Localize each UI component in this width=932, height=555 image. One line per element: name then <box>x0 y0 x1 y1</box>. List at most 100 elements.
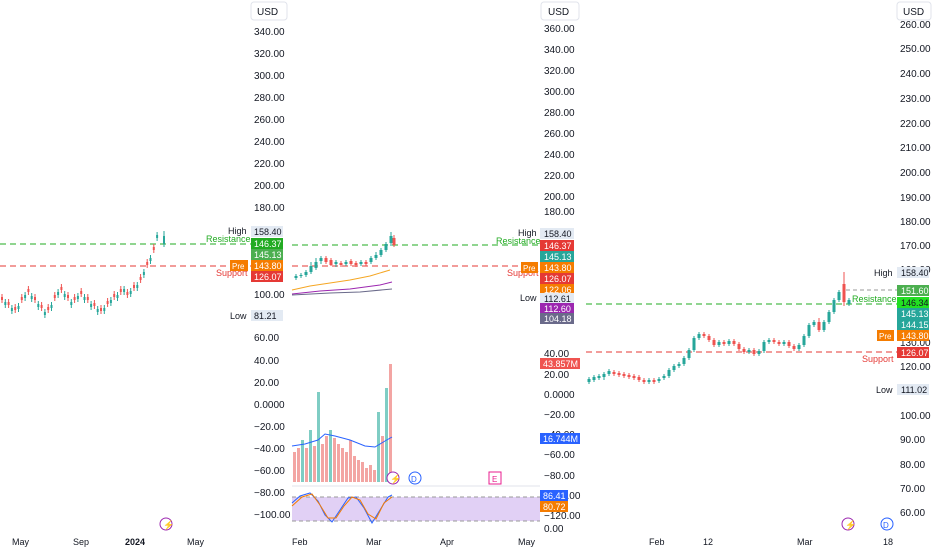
candle <box>722 340 726 346</box>
candle <box>329 258 333 266</box>
svg-text:146.34: 146.34 <box>901 298 929 308</box>
candle <box>324 256 328 264</box>
prev-close-badge: 151.60 <box>897 285 929 296</box>
volume-bar <box>377 412 380 482</box>
price-tick-label: 0.0000 <box>254 400 285 411</box>
open-price-badge: 144.15 <box>897 319 929 330</box>
candle <box>50 302 53 311</box>
svg-text:E: E <box>492 475 497 484</box>
candle <box>146 259 149 268</box>
volume-bar <box>357 460 360 482</box>
ma-price-badge: 122.06 <box>540 284 574 295</box>
volume-bar <box>317 392 320 482</box>
support-price-badge: 126.07 <box>251 271 283 282</box>
candle <box>687 348 691 360</box>
candle <box>727 339 731 346</box>
candle <box>17 303 20 312</box>
svg-text:126.07: 126.07 <box>544 274 572 284</box>
svg-text:Low: Low <box>520 293 537 303</box>
price-axis[interactable]: 340.00 320.00 300.00 280.00 260.00 240.00 220.… <box>254 27 291 521</box>
candle <box>817 318 821 332</box>
price-tick-label: 260.00 <box>544 129 575 140</box>
candle <box>384 242 388 252</box>
volume-bar <box>385 388 388 482</box>
svg-text:High: High <box>228 226 247 236</box>
price-tick-label: 220.00 <box>254 159 285 170</box>
price-tick-label: 240.00 <box>544 150 575 161</box>
price-tick-label: 230.00 <box>900 94 931 105</box>
candle <box>374 252 378 260</box>
svg-text:⚡: ⚡ <box>390 473 401 485</box>
candle <box>83 294 86 303</box>
candle <box>617 371 621 377</box>
time-tick-label: May <box>518 537 536 547</box>
time-axis[interactable]: May Sep 2024 May <box>12 537 205 547</box>
svg-text:126.07: 126.07 <box>901 348 929 358</box>
price-tick-label: −40.00 <box>254 444 285 455</box>
price-tick-label: 90.00 <box>900 435 925 446</box>
volume-bar <box>301 440 304 482</box>
currency-button[interactable]: USD <box>250 1 288 21</box>
volume-bar <box>297 448 300 482</box>
price-tick-label: 260.00 <box>254 115 285 126</box>
price-axis[interactable]: 360.00 340.00 320.00 300.00 280.00 260.00 240.… <box>544 24 581 535</box>
candle <box>707 334 711 342</box>
time-axis[interactable]: Feb Mar Apr May <box>292 537 536 547</box>
candle <box>109 297 112 306</box>
price-tick-label: 70.00 <box>900 484 925 495</box>
svg-text:146.37: 146.37 <box>254 239 282 249</box>
candle <box>96 306 99 315</box>
candle <box>47 304 50 313</box>
candle <box>602 372 606 380</box>
candle <box>662 374 666 380</box>
candle <box>607 369 611 376</box>
price-tick-label: 250.00 <box>900 44 931 55</box>
lightning-icon[interactable]: ⚡ <box>159 517 174 531</box>
lightning-icon[interactable]: ⚡ <box>841 517 856 531</box>
support-price-badge: 126.07 <box>540 273 574 284</box>
svg-text:145.13: 145.13 <box>254 250 282 260</box>
candle <box>364 260 368 266</box>
candle <box>652 378 656 384</box>
candle <box>702 332 706 338</box>
dividend-icon[interactable]: D <box>408 471 422 485</box>
svg-text:158.40: 158.40 <box>901 268 929 278</box>
earnings-icon[interactable]: E <box>488 471 502 485</box>
price-tick-label: 0.00 <box>544 524 564 535</box>
price-tick-label: −120.00 <box>544 511 581 522</box>
candle <box>762 340 766 353</box>
price-tick-label: 60.00 <box>254 333 279 344</box>
svg-text:145.13: 145.13 <box>901 309 929 319</box>
lightning-icon[interactable]: ⚡ <box>386 471 401 485</box>
price-axis[interactable]: 260.00 250.00 240.00 230.00 220.00 210.00 200.… <box>900 20 931 519</box>
candle <box>354 261 358 267</box>
price-tick-label: 190.00 <box>900 193 931 204</box>
oscillator-line-d <box>291 493 393 520</box>
currency-button[interactable]: USD <box>896 1 932 21</box>
candle <box>807 323 811 338</box>
currency-button[interactable]: USD <box>540 1 580 21</box>
volume-bar <box>293 452 296 482</box>
candle <box>712 338 716 347</box>
time-axis[interactable]: Feb 12 Mar 18 <box>649 537 893 547</box>
low-badge: Low 81.21 <box>230 310 283 321</box>
candle <box>587 377 591 384</box>
volume-bar <box>333 438 336 482</box>
price-tick-label: 180.00 <box>900 217 931 228</box>
candle <box>10 305 13 314</box>
price-tick-label: −20.00 <box>254 422 285 433</box>
candle <box>822 320 826 332</box>
candle <box>742 347 746 354</box>
candle <box>314 258 318 270</box>
svg-text:43.857M: 43.857M <box>543 359 578 369</box>
candle <box>73 294 76 303</box>
candle <box>732 339 736 346</box>
dividend-icon[interactable]: D <box>880 517 894 531</box>
price-tick-label: 300.00 <box>544 87 575 98</box>
candle <box>344 260 348 266</box>
svg-text:Pre: Pre <box>523 264 536 273</box>
candle <box>53 292 56 301</box>
